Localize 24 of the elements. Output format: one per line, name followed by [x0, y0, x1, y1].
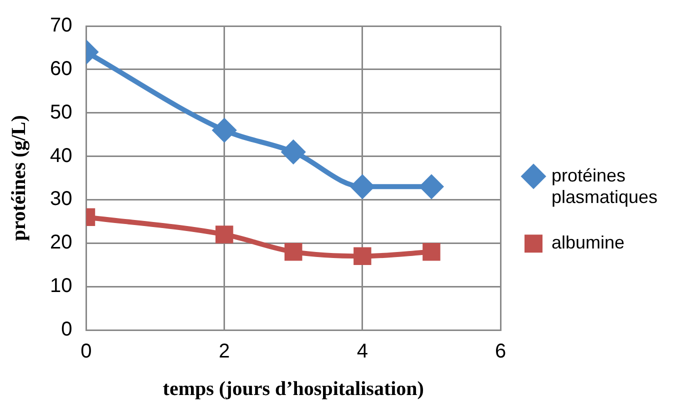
point [282, 140, 305, 164]
point [212, 118, 236, 142]
y-tick-label: 50 [50, 101, 72, 124]
x-tick-label: 4 [356, 340, 368, 363]
legend-label: albumine [552, 232, 625, 253]
y-tick-label: 0 [61, 318, 72, 341]
y-tick-label: 70 [50, 14, 72, 37]
y-tick-label: 40 [50, 144, 72, 167]
x-tick-label: 6 [494, 340, 506, 363]
point [420, 175, 443, 198]
point [422, 242, 440, 261]
y-tick-label: 10 [50, 275, 72, 298]
point [215, 226, 234, 244]
y-tick-label: 20 [50, 232, 72, 254]
y-tick-label: 60 [50, 58, 72, 80]
x-tick-label: 0 [80, 340, 92, 363]
legend-label: protéines plasmatiques [552, 165, 658, 207]
y-axis-title: protéines (g/L) [8, 115, 30, 241]
point [354, 247, 372, 266]
point [284, 242, 302, 261]
x-tick-label: 2 [218, 340, 230, 363]
y-tick-label: 30 [50, 188, 72, 210]
point [350, 175, 374, 198]
x-axis-title: temps (jours d’hospitalisation) [162, 378, 424, 400]
